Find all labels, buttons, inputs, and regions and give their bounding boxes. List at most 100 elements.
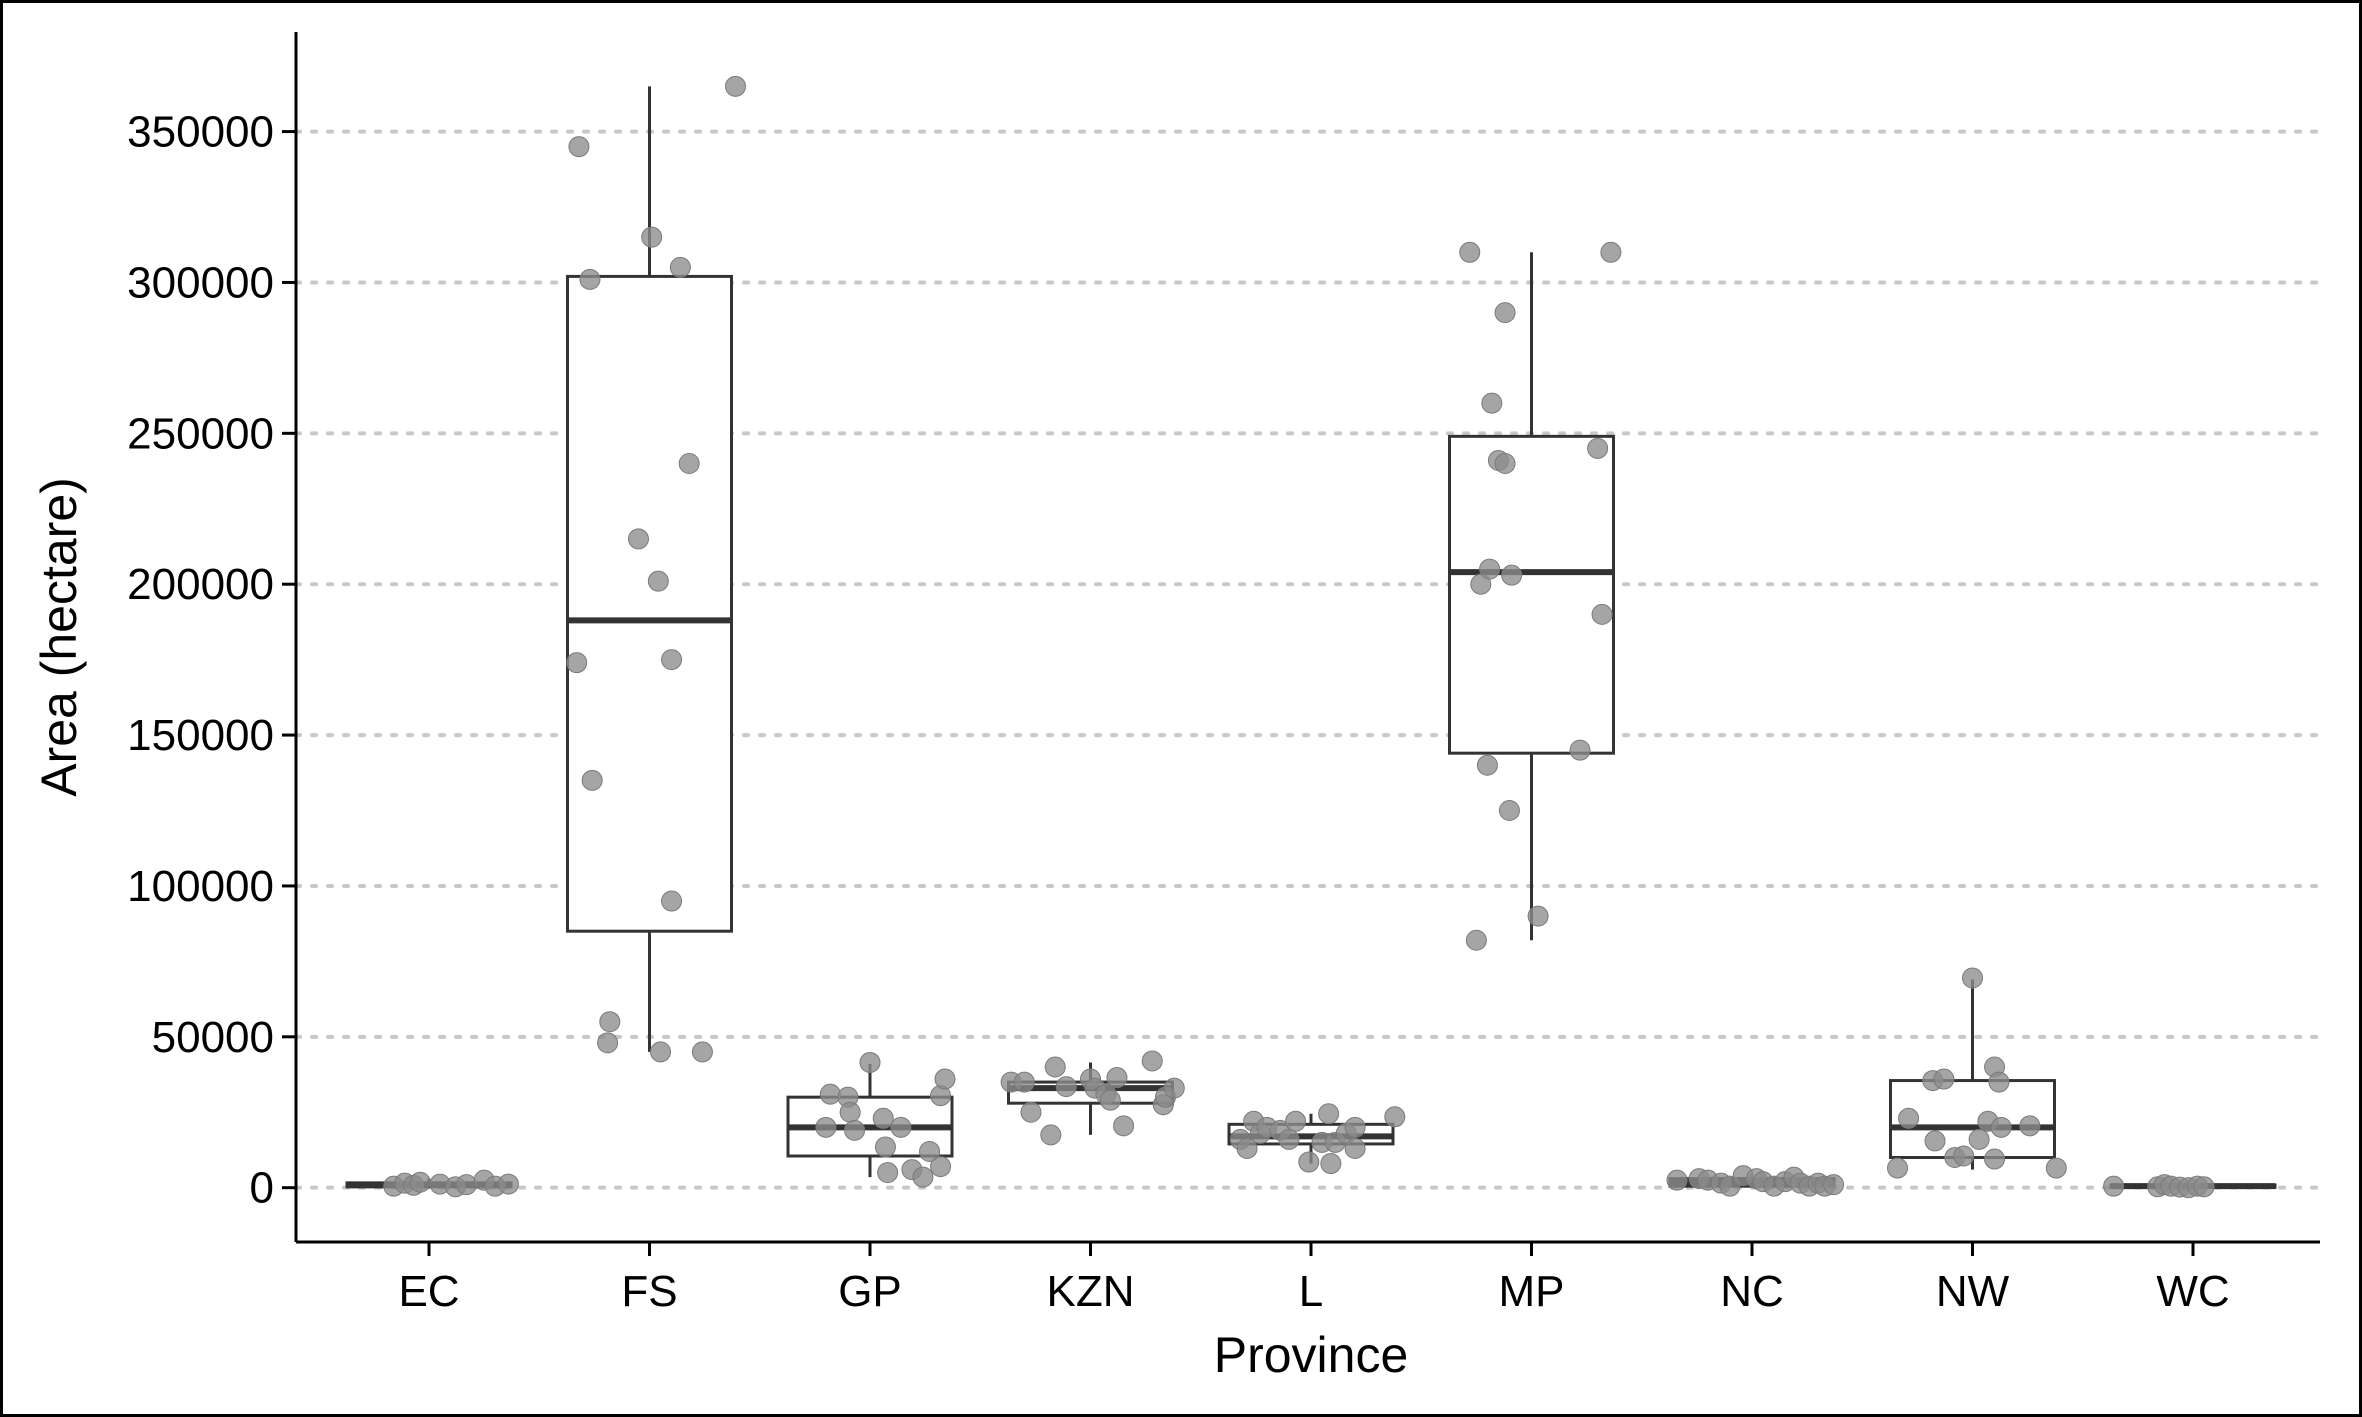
y-tick-label: 100000 [127, 862, 274, 911]
data-point-nw [2019, 1115, 2041, 1137]
data-point-l [1285, 1110, 1307, 1132]
data-point-kzn [1055, 1076, 1077, 1098]
data-point-fs [691, 1041, 713, 1063]
axes [294, 32, 2320, 1244]
data-point-gp [930, 1156, 952, 1178]
x-tick-label: MP [1499, 1267, 1565, 1316]
boxes [345, 86, 2277, 1190]
y-axis-title: Area (hectare) [31, 477, 87, 797]
data-point-mp [1501, 564, 1523, 586]
data-point-mp [1498, 800, 1520, 822]
y-tick-label: 300000 [127, 258, 274, 307]
data-point-fs [579, 268, 601, 290]
data-point-gp [815, 1116, 837, 1138]
data-point-mp [1569, 739, 1591, 761]
y-tick-label: 150000 [127, 711, 274, 760]
box-fs [566, 86, 733, 1052]
data-point-l [1320, 1153, 1342, 1175]
data-point-fs [627, 528, 649, 550]
data-point-kzn [1099, 1089, 1121, 1111]
points [383, 75, 2215, 1199]
data-point-nw [1984, 1148, 2006, 1170]
iqr-box [566, 274, 733, 933]
x-axis-title: Province [1214, 1327, 1409, 1383]
data-point-fs [599, 1011, 621, 1033]
data-point-kzn [1044, 1056, 1066, 1078]
data-point-nc [1823, 1174, 1845, 1196]
data-point-nw [1968, 1128, 1990, 1150]
data-point-mp [1481, 392, 1503, 414]
data-point-fs [597, 1032, 619, 1054]
data-point-l [1278, 1128, 1300, 1150]
data-point-kzn [1106, 1067, 1128, 1089]
data-point-gp [890, 1116, 912, 1138]
data-point-wc [2103, 1175, 2125, 1197]
x-tick-label: NW [1936, 1267, 2010, 1316]
y-tick-label: 200000 [127, 560, 274, 609]
data-point-mp [1591, 603, 1613, 625]
data-point-l [1344, 1116, 1366, 1138]
x-tick-label: EC [398, 1267, 459, 1316]
y-tick-label: 250000 [127, 409, 274, 458]
data-point-nw [1898, 1107, 1920, 1129]
data-point-gp [839, 1101, 861, 1123]
data-point-fs [641, 226, 663, 248]
data-point-kzn [1020, 1101, 1042, 1123]
x-tick-label: KZN [1047, 1267, 1135, 1316]
data-point-gp [819, 1083, 841, 1105]
data-point-l [1384, 1106, 1406, 1128]
data-point-wc [2193, 1176, 2215, 1198]
x-tick-label: WC [2156, 1267, 2229, 1316]
data-point-gp [844, 1119, 866, 1141]
data-point-mp [1494, 302, 1516, 324]
y-tick-label: 350000 [127, 108, 274, 157]
data-point-l [1236, 1137, 1258, 1159]
data-point-mp [1494, 452, 1516, 474]
data-point-fs [724, 75, 746, 97]
data-point-fs [581, 769, 603, 791]
data-point-ec [455, 1174, 477, 1196]
data-point-fs [568, 136, 590, 158]
data-point-nw [2045, 1157, 2067, 1179]
data-point-fs [566, 652, 588, 674]
x-tick-label: L [1299, 1267, 1323, 1316]
data-point-fs [669, 256, 691, 278]
x-tick-label: NC [1720, 1267, 1784, 1316]
data-point-l [1298, 1151, 1320, 1173]
data-point-gp [919, 1140, 941, 1162]
data-point-kzn [1163, 1077, 1185, 1099]
data-point-nw [1988, 1071, 2010, 1093]
data-point-kzn [1040, 1124, 1062, 1146]
y-tick-label: 0 [250, 1164, 274, 1213]
data-point-kzn [1141, 1050, 1163, 1072]
data-point-kzn [1013, 1071, 1035, 1093]
data-point-nw [1887, 1157, 1909, 1179]
data-point-fs [650, 1041, 672, 1063]
y-ticks: 0 50000 100000 150000 200000 250000 300000 3500… [127, 108, 296, 1213]
x-tick-label: FS [621, 1267, 677, 1316]
data-point-gp [874, 1136, 896, 1158]
y-tick-label: 50000 [152, 1013, 274, 1062]
data-point-kzn [1113, 1115, 1135, 1137]
data-point-nw [1990, 1116, 2012, 1138]
box-mp [1448, 252, 1615, 941]
data-point-mp [1587, 437, 1609, 459]
data-point-l [1318, 1103, 1340, 1125]
data-point-fs [647, 570, 669, 592]
data-point-fs [661, 649, 683, 671]
data-point-ec [497, 1173, 519, 1195]
data-point-mp [1479, 558, 1501, 580]
box-gp [786, 1063, 954, 1178]
x-ticks: EC FS GP KZN L MP NC NW WC [398, 1242, 2230, 1316]
data-point-nw [1933, 1068, 1955, 1090]
data-point-gp [872, 1107, 894, 1129]
data-point-fs [678, 452, 700, 474]
data-point-nw [1962, 967, 1983, 989]
data-point-nw [1953, 1145, 1975, 1167]
data-point-gp [877, 1162, 899, 1184]
data-point-fs [661, 890, 683, 912]
data-point-mp [1459, 241, 1481, 263]
data-point-ec [409, 1171, 431, 1193]
